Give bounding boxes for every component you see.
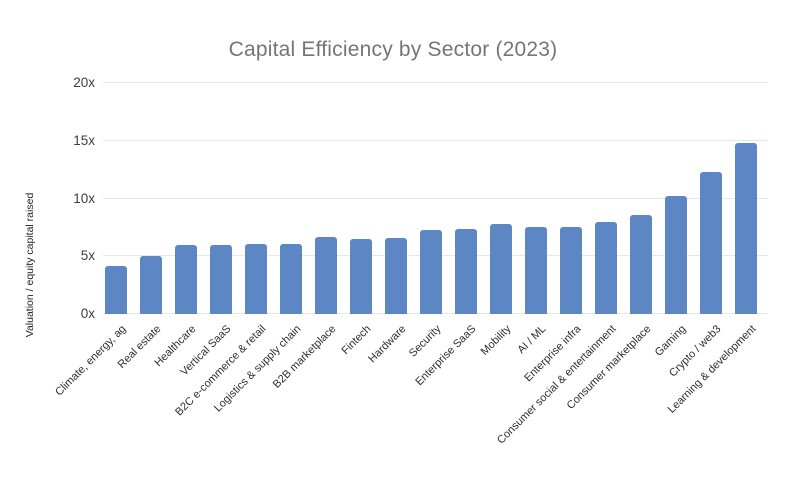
gridline-15x	[103, 139, 768, 141]
bar	[560, 227, 582, 314]
y-tick-label: 0x	[80, 306, 95, 321]
bar	[420, 229, 442, 314]
y-tick-label: 15x	[73, 132, 95, 148]
bar	[105, 265, 127, 314]
bar	[140, 256, 162, 314]
bar	[455, 228, 477, 314]
bar	[700, 171, 722, 314]
bar	[665, 196, 687, 314]
bar	[595, 221, 617, 314]
bar	[245, 243, 267, 314]
bar	[630, 214, 652, 314]
gridline-20x	[103, 82, 768, 83]
gridline-10x	[103, 197, 768, 199]
plot-area	[103, 82, 768, 314]
bar	[315, 236, 337, 314]
bar	[525, 227, 547, 314]
bar	[210, 244, 232, 314]
bar	[490, 223, 512, 314]
bar	[280, 243, 302, 314]
chart-title: Capital Efficiency by Sector (2023)	[228, 38, 558, 61]
y-axis-title: Valuation / equity capital raised	[24, 192, 36, 338]
y-tick-label: 5x	[80, 248, 95, 264]
bar	[735, 143, 757, 314]
y-tick-label: 20x	[73, 75, 95, 90]
bar	[350, 238, 372, 314]
bar	[385, 237, 407, 314]
y-tick-label: 10x	[73, 190, 95, 206]
bar	[175, 244, 197, 314]
